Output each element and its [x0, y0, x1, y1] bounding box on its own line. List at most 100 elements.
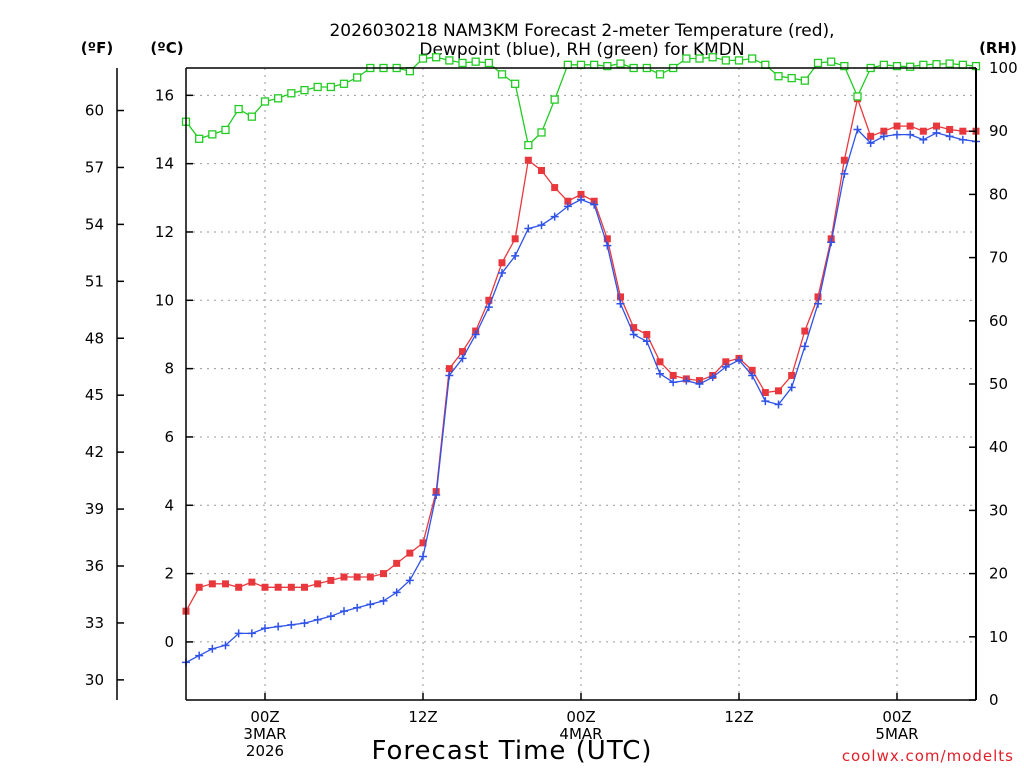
dewpoint-point	[405, 576, 414, 585]
temperature-point	[564, 197, 572, 205]
rh-point	[774, 72, 783, 81]
time-tick-label: 4MAR	[559, 725, 602, 743]
dewpoint-point	[774, 400, 783, 409]
temperature-point	[775, 387, 782, 395]
rh-point	[524, 140, 533, 150]
rh-point	[234, 104, 243, 114]
rh-tick-label: 40	[989, 438, 1008, 456]
fahrenheit-tick-label: 33	[85, 614, 104, 632]
temperature-point	[459, 348, 466, 356]
temperature-point	[406, 549, 414, 557]
rh-point	[655, 70, 665, 79]
rh-point	[906, 62, 915, 71]
time-tick-label: 3MAR	[243, 725, 286, 743]
rh-point	[945, 59, 954, 68]
temperature-point	[617, 293, 624, 301]
rh-point	[695, 54, 704, 63]
rh-point	[247, 112, 256, 121]
chart-title-line-2: Dewpoint (blue), RH (green) for KMDN	[419, 40, 744, 60]
rh-point	[339, 79, 349, 88]
rh-tick-label: 30	[989, 501, 1008, 519]
temperature-point	[577, 190, 585, 198]
temperature-point	[867, 132, 875, 140]
rh-point	[260, 97, 270, 106]
rh-point	[827, 57, 836, 66]
rh-axis-unit: (RH)	[979, 39, 1017, 57]
dewpoint-point	[550, 212, 559, 221]
dewpoint-point	[366, 600, 375, 609]
dewpoint-point	[853, 125, 862, 134]
temperature-point	[208, 580, 216, 588]
dewpoint-point	[392, 588, 401, 597]
time-tick-label: 12Z	[408, 708, 437, 726]
temperature-point	[445, 365, 453, 373]
temperature-point	[788, 371, 796, 379]
temperature-point	[524, 156, 532, 164]
time-tick-label: 00Z	[882, 708, 911, 726]
rh-point	[484, 58, 493, 68]
rh-point	[682, 54, 691, 63]
temperature-point	[340, 573, 348, 581]
temperature-point	[933, 122, 940, 130]
temperature-point	[840, 156, 848, 164]
rh-tick-label: 100	[989, 59, 1018, 77]
dewpoint-point	[603, 241, 612, 250]
dewpoint-point	[590, 200, 599, 209]
temperature-point	[893, 122, 901, 130]
fahrenheit-tick-label: 36	[85, 557, 104, 575]
fahrenheit-tick-label: 60	[85, 102, 104, 120]
dewpoint-point	[616, 299, 625, 308]
rh-point	[300, 85, 309, 95]
rh-tick-label: 0	[989, 691, 999, 709]
temperature-point	[814, 293, 822, 301]
celsius-tick-label: 4	[164, 496, 174, 514]
fahrenheit-tick-label: 48	[85, 329, 104, 347]
temperature-point	[353, 573, 361, 581]
time-tick-label: 5MAR	[875, 725, 918, 743]
fahrenheit-tick-label: 45	[85, 386, 104, 404]
dewpoint-point	[445, 371, 454, 380]
rh-tick-label: 20	[989, 565, 1008, 583]
rh-point	[537, 128, 546, 137]
dewpoint-point	[814, 299, 822, 308]
rh-point	[274, 94, 283, 103]
rh-point	[603, 61, 612, 71]
dewpoint-point	[208, 644, 217, 653]
dewpoint-point	[524, 224, 533, 233]
temperature-point	[261, 583, 269, 591]
rh-point	[418, 54, 428, 63]
temperature-point	[761, 389, 769, 397]
temperature-point	[380, 570, 387, 578]
dewpoint-point	[300, 619, 309, 628]
dewpoint-point	[326, 612, 335, 621]
dewpoint-point	[313, 615, 322, 624]
temperature-point	[551, 184, 559, 192]
temperature-point	[485, 296, 493, 304]
temperature-point	[906, 122, 914, 130]
celsius-tick-label: 14	[155, 155, 174, 173]
rh-point	[734, 56, 744, 65]
fahrenheit-tick-label: 54	[85, 215, 104, 233]
temperature-point	[327, 576, 335, 584]
celsius-axis-unit: (ºC)	[150, 39, 183, 57]
dewpoint-point	[708, 373, 717, 382]
celsius-tick-label: 12	[155, 223, 174, 241]
dewpoint-point	[419, 552, 427, 561]
time-tick-label: 00Z	[566, 708, 595, 726]
celsius-tick-label: 2	[164, 565, 174, 583]
dewpoint-point	[511, 251, 520, 260]
dewpoint-point	[656, 369, 664, 378]
dewpoint-point	[563, 202, 572, 211]
dewpoint-point	[735, 356, 743, 365]
dewpoint-point	[537, 221, 546, 230]
temperature-point	[498, 259, 506, 267]
rh-tick-label: 70	[989, 249, 1008, 267]
chart-title-line-1: 2026030218 NAM3KM Forecast 2-meter Tempe…	[329, 21, 834, 41]
rh-point	[800, 76, 809, 85]
temperature-point	[538, 166, 545, 174]
temperature-point	[235, 583, 243, 591]
time-tick-label: 12Z	[724, 708, 753, 726]
dewpoint-point	[287, 620, 296, 629]
dewpoint-point	[840, 169, 849, 178]
temperature-point	[274, 583, 282, 591]
